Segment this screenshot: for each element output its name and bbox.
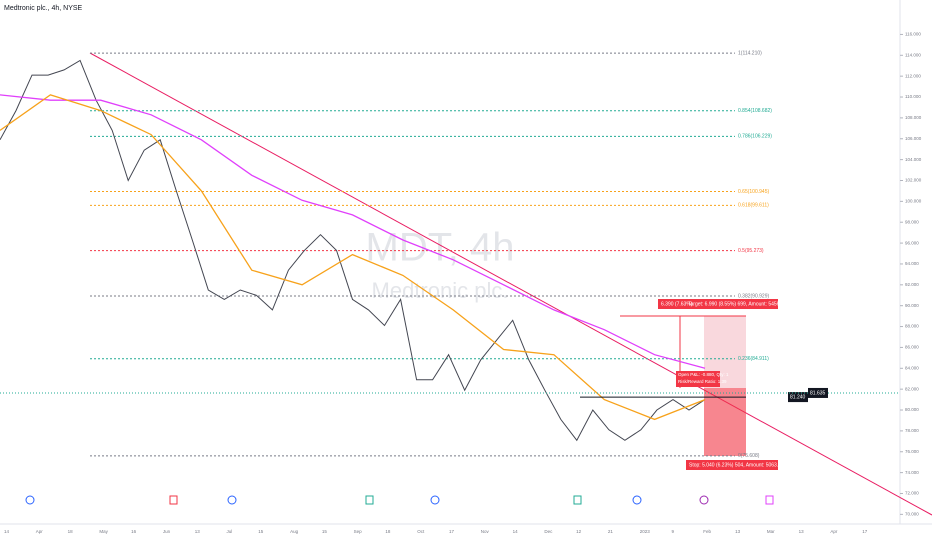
x-tick-label: 17 — [449, 529, 455, 534]
chart-title: Medtronic plc., 4h, NYSE — [4, 5, 83, 12]
fib-label: 0.382(90.929) — [738, 293, 769, 299]
x-tick-label: Apr — [36, 529, 44, 534]
y-tick-label: 86.000 — [905, 345, 919, 350]
y-tick-label: 84.000 — [905, 365, 919, 370]
y-tick-label: 110.000 — [905, 94, 921, 99]
stop-label-box — [686, 460, 778, 470]
y-tick-label: 76.000 — [905, 449, 919, 454]
x-tick-label: Oct — [417, 529, 425, 534]
fib-label: 0.65(100.945) — [738, 189, 769, 195]
fib-label: 0.236(84.911) — [738, 356, 769, 362]
x-tick-label: 13 — [195, 529, 201, 534]
x-tick-label: 17 — [862, 529, 868, 534]
fib-label: 0.618(99.611) — [738, 203, 769, 209]
x-tick-label: 15 — [322, 529, 328, 534]
x-tick-label: 12 — [576, 529, 582, 534]
x-tick-label: 13 — [799, 529, 805, 534]
target-tag: 6.390 (7.63%) — [661, 301, 693, 307]
x-tick-label: Jun — [163, 529, 171, 534]
y-tick-label: 70.000 — [905, 512, 919, 517]
series-line — [0, 94, 706, 369]
risk-text: Risk/Reward Ratio: 1.39 — [678, 379, 727, 384]
x-tick-label: 18 — [68, 529, 74, 534]
x-tick-label: Aug — [290, 529, 299, 534]
stop-zone — [704, 388, 746, 456]
fib-label: 0(75.608) — [738, 453, 760, 459]
y-tick-label: 88.000 — [905, 324, 919, 329]
y-tick-label: 96.000 — [905, 240, 919, 245]
y-tick-label: 104.000 — [905, 157, 922, 162]
fib-label: 1(114.210) — [738, 50, 762, 56]
y-tick-label: 112.000 — [905, 73, 921, 78]
series-line — [0, 59, 706, 442]
fib-label: 0.5(95.273) — [738, 248, 764, 254]
event-icons — [25, 495, 774, 505]
y-tick-label: 90.000 — [905, 303, 919, 308]
entry-box — [788, 392, 808, 403]
watermark-sub: Medtronic plc. — [372, 278, 509, 303]
watermark: MDT, 4h — [366, 226, 515, 270]
y-tick-label: 102.000 — [905, 178, 922, 183]
y-tick-label: 108.000 — [905, 115, 922, 120]
y-tick-label: 72.000 — [905, 491, 919, 496]
y-tick-label: 114.000 — [905, 52, 921, 57]
x-tick-label: 14 — [513, 529, 519, 534]
x-tick-label: 21 — [608, 529, 614, 534]
target-text: Target: 6.990 (8.55%) 699, Amount: 5456.… — [688, 301, 787, 307]
y-tick-label: 82.000 — [905, 386, 919, 391]
target-label-box — [658, 299, 778, 309]
x-tick-label: Mar — [767, 529, 775, 534]
x-tick-label: 9 — [672, 529, 675, 534]
y-tick-label: 116.000 — [905, 32, 921, 37]
stop-text: Stop: 5.040 (6.23%) 504, Amount: 5063.4 — [689, 462, 781, 468]
x-tick-label: 18 — [385, 529, 391, 534]
trend-line — [89, 52, 932, 516]
last-label: 81.635 — [810, 390, 826, 396]
x-tick-label: May — [99, 529, 108, 534]
y-tick-label: 92.000 — [905, 282, 919, 287]
y-tick-label: 94.000 — [905, 261, 919, 266]
y-tick-label: 98.000 — [905, 219, 919, 224]
last-box — [808, 387, 828, 398]
x-tick-label: Nov — [481, 529, 490, 534]
x-tick-label: 16 — [131, 529, 137, 534]
fib-label: 0.854(108.682) — [738, 108, 772, 114]
x-tick-label: Sep — [354, 529, 363, 534]
x-tick-label: Jul — [227, 529, 233, 534]
x-tick-label: 13 — [735, 529, 741, 534]
x-tick-label: Feb — [703, 529, 711, 534]
y-tick-label: 74.000 — [905, 470, 919, 475]
open-text: Open P&L: -0.880, Qty: 1 — [678, 372, 729, 377]
x-tick-label: 2023 — [640, 529, 651, 534]
fib-label: 0.786(106.229) — [738, 134, 772, 140]
entry-label: 81.240 — [790, 394, 806, 400]
x-tick-label: 15 — [258, 529, 264, 534]
y-tick-label: 78.000 — [905, 428, 919, 433]
x-tick-label: Apr — [830, 529, 838, 534]
open-label-box — [676, 371, 720, 387]
series-line — [0, 94, 706, 421]
x-tick-label: 14 — [4, 529, 10, 534]
y-tick-label: 80.000 — [905, 407, 919, 412]
y-tick-label: 106.000 — [905, 136, 922, 141]
x-tick-label: Dec — [544, 529, 553, 534]
y-tick-label: 100.000 — [905, 199, 922, 204]
